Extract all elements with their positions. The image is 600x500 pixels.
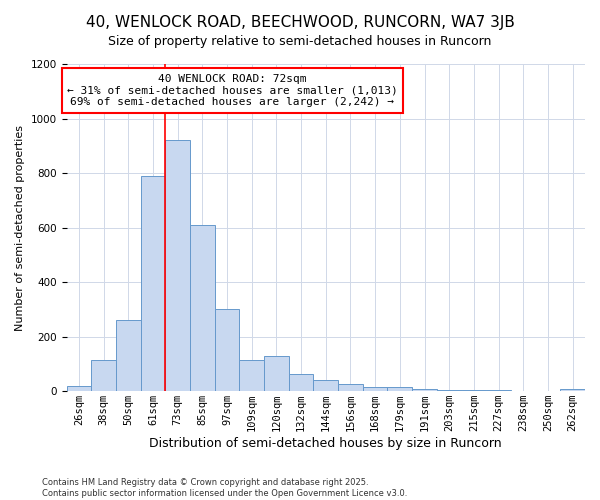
Bar	[388, 387, 412, 391]
Bar	[91, 360, 116, 391]
Bar	[536, 390, 560, 391]
Bar	[363, 387, 388, 391]
Bar	[289, 374, 313, 391]
Text: 40 WENLOCK ROAD: 72sqm
← 31% of semi-detached houses are smaller (1,013)
69% of : 40 WENLOCK ROAD: 72sqm ← 31% of semi-det…	[67, 74, 398, 107]
Bar	[437, 390, 461, 391]
Bar	[215, 310, 239, 391]
Bar	[313, 380, 338, 391]
Bar	[412, 389, 437, 391]
Text: Contains HM Land Registry data © Crown copyright and database right 2025.
Contai: Contains HM Land Registry data © Crown c…	[42, 478, 407, 498]
Bar	[461, 390, 486, 391]
Bar	[165, 140, 190, 391]
Bar	[239, 360, 264, 391]
Bar	[67, 386, 91, 391]
Bar	[140, 176, 165, 391]
X-axis label: Distribution of semi-detached houses by size in Runcorn: Distribution of semi-detached houses by …	[149, 437, 502, 450]
Bar	[511, 390, 536, 391]
Bar	[560, 389, 585, 391]
Y-axis label: Number of semi-detached properties: Number of semi-detached properties	[15, 124, 25, 330]
Bar	[264, 356, 289, 391]
Bar	[116, 320, 140, 391]
Bar	[486, 390, 511, 391]
Text: 40, WENLOCK ROAD, BEECHWOOD, RUNCORN, WA7 3JB: 40, WENLOCK ROAD, BEECHWOOD, RUNCORN, WA…	[86, 15, 514, 30]
Bar	[338, 384, 363, 391]
Bar	[190, 225, 215, 391]
Text: Size of property relative to semi-detached houses in Runcorn: Size of property relative to semi-detach…	[109, 35, 491, 48]
